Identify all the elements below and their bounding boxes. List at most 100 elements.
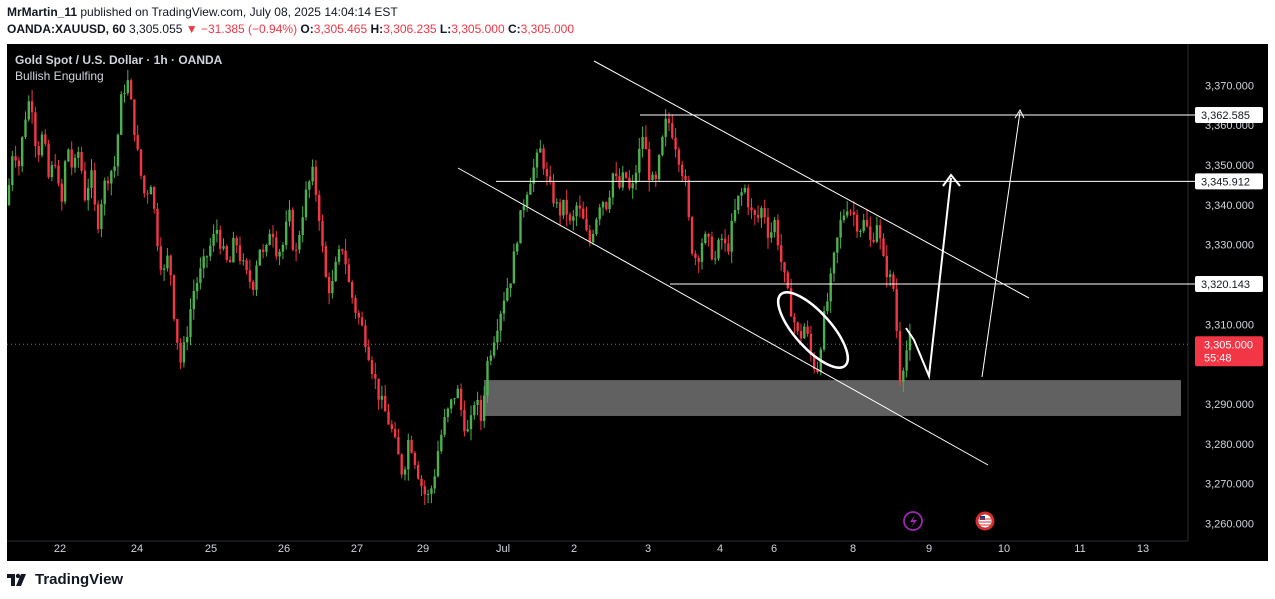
candle-body bbox=[294, 249, 298, 251]
candle-body bbox=[512, 251, 516, 284]
time-axis-label: 11 bbox=[1074, 543, 1085, 555]
candle-body bbox=[54, 165, 57, 167]
candle-body bbox=[153, 187, 156, 209]
price-axis-label: 3,310.000 bbox=[1205, 319, 1254, 331]
open-value: 3,305.465 bbox=[313, 22, 368, 36]
candle-body bbox=[169, 255, 172, 276]
lightning-bolt-glyph bbox=[910, 515, 917, 528]
candle-body bbox=[192, 291, 195, 310]
candle-body bbox=[862, 220, 865, 231]
candle-body bbox=[882, 238, 885, 256]
candle-body bbox=[440, 434, 443, 452]
candle-body bbox=[648, 149, 651, 180]
legend-indicator[interactable]: Bullish Engulfing bbox=[15, 69, 104, 83]
projection-path-short[interactable] bbox=[905, 177, 952, 380]
candle-body bbox=[331, 281, 334, 294]
candle-body bbox=[766, 217, 770, 238]
candle-body bbox=[651, 174, 654, 180]
candle-body bbox=[720, 238, 723, 241]
candle-body bbox=[314, 166, 318, 195]
time-axis-label: Jul bbox=[496, 543, 510, 555]
candle-body bbox=[113, 166, 116, 171]
time-axis-label: 25 bbox=[205, 543, 217, 555]
chart-canvas[interactable]: 3,370.000 3,360.000 3,350.000 3,340.000 3,33… bbox=[7, 44, 1268, 561]
candle-body bbox=[281, 244, 285, 252]
candle-body bbox=[740, 192, 743, 196]
candle-body bbox=[420, 478, 423, 487]
candle-body bbox=[697, 258, 700, 262]
time-axis-label: 3 bbox=[645, 543, 651, 555]
candle-body bbox=[327, 276, 331, 294]
projection-path-long[interactable] bbox=[981, 111, 1021, 378]
candle-body bbox=[149, 187, 153, 195]
chart-legend: Gold Spot / U.S. Dollar · 1h · OANDA Bul… bbox=[15, 53, 222, 83]
candle-body bbox=[714, 258, 717, 260]
candle-body bbox=[80, 151, 83, 171]
candle-body bbox=[852, 211, 855, 215]
candle-body bbox=[552, 182, 555, 204]
highlight-ellipse[interactable] bbox=[768, 282, 859, 377]
price-change: −31.385 (−0.94%) bbox=[201, 22, 298, 36]
footer: TradingView bbox=[7, 571, 123, 588]
candle-body bbox=[690, 217, 694, 254]
candle-body bbox=[172, 275, 176, 320]
candle-body bbox=[770, 232, 773, 238]
candle-body bbox=[195, 282, 199, 292]
candle-body bbox=[285, 221, 288, 245]
brand-name[interactable]: TradingView bbox=[35, 571, 124, 588]
projection-arrowhead-long bbox=[1014, 108, 1025, 119]
candle-body bbox=[47, 143, 50, 178]
candle-body bbox=[608, 197, 611, 210]
lightning-event-icon[interactable] bbox=[903, 511, 923, 531]
chart-area[interactable]: 3,370.000 3,360.000 3,350.000 3,340.000 3,33… bbox=[7, 44, 1268, 561]
candle-body bbox=[809, 333, 813, 355]
candle-body bbox=[522, 206, 525, 211]
close-label: C: bbox=[507, 22, 521, 36]
candle-body bbox=[209, 245, 212, 257]
symbol-info: OANDA:XAUUSD, 60 3,305.055 ▼ −31.385 (−0… bbox=[7, 22, 574, 36]
candle-body bbox=[624, 172, 628, 178]
candle-body bbox=[783, 262, 786, 273]
candle-body bbox=[133, 99, 136, 136]
demand-zone bbox=[484, 380, 1181, 416]
down-arrow-icon: ▼ bbox=[185, 22, 198, 36]
candle-body bbox=[664, 118, 667, 137]
time-axis-label: 26 bbox=[278, 543, 290, 555]
level-price-tag-text: 3,320.143 bbox=[1201, 279, 1250, 291]
candle-body bbox=[103, 180, 106, 205]
candle-body bbox=[737, 195, 740, 211]
candle-body bbox=[291, 209, 294, 250]
candle-body bbox=[898, 330, 902, 382]
candle-body bbox=[318, 194, 321, 221]
channel-upper-line[interactable] bbox=[593, 60, 1030, 299]
candle-body bbox=[661, 136, 664, 156]
candle-body bbox=[466, 429, 469, 432]
candle-body bbox=[123, 92, 126, 95]
candle-body bbox=[496, 330, 499, 343]
legend-title: Gold Spot / U.S. Dollar · 1h · OANDA bbox=[15, 53, 223, 67]
candle-body bbox=[120, 94, 123, 135]
candle-body bbox=[360, 317, 364, 326]
author-name[interactable]: MrMartin_11 bbox=[7, 5, 78, 19]
candle-body bbox=[166, 255, 169, 269]
candle-body bbox=[525, 194, 529, 207]
channel-lower-line[interactable] bbox=[457, 167, 989, 466]
time-axis-label: 10 bbox=[998, 543, 1010, 555]
candle-body bbox=[849, 211, 852, 213]
price-axis-label: 3,340.000 bbox=[1205, 200, 1254, 212]
candle-body bbox=[410, 439, 413, 453]
candle-body bbox=[83, 170, 87, 201]
candle-body bbox=[136, 135, 139, 150]
candle-body bbox=[182, 342, 186, 363]
candle-body bbox=[271, 233, 275, 238]
last-price: 3,305.055 bbox=[129, 22, 183, 36]
candle-body bbox=[311, 166, 314, 182]
candle-body bbox=[710, 236, 714, 260]
candle-body bbox=[839, 220, 842, 238]
candle-body bbox=[70, 149, 73, 168]
candle-body bbox=[631, 183, 634, 189]
candle-body bbox=[549, 176, 552, 183]
candle-body bbox=[357, 312, 360, 318]
time-axis-label: 29 bbox=[417, 543, 429, 555]
candle-body bbox=[146, 193, 149, 195]
